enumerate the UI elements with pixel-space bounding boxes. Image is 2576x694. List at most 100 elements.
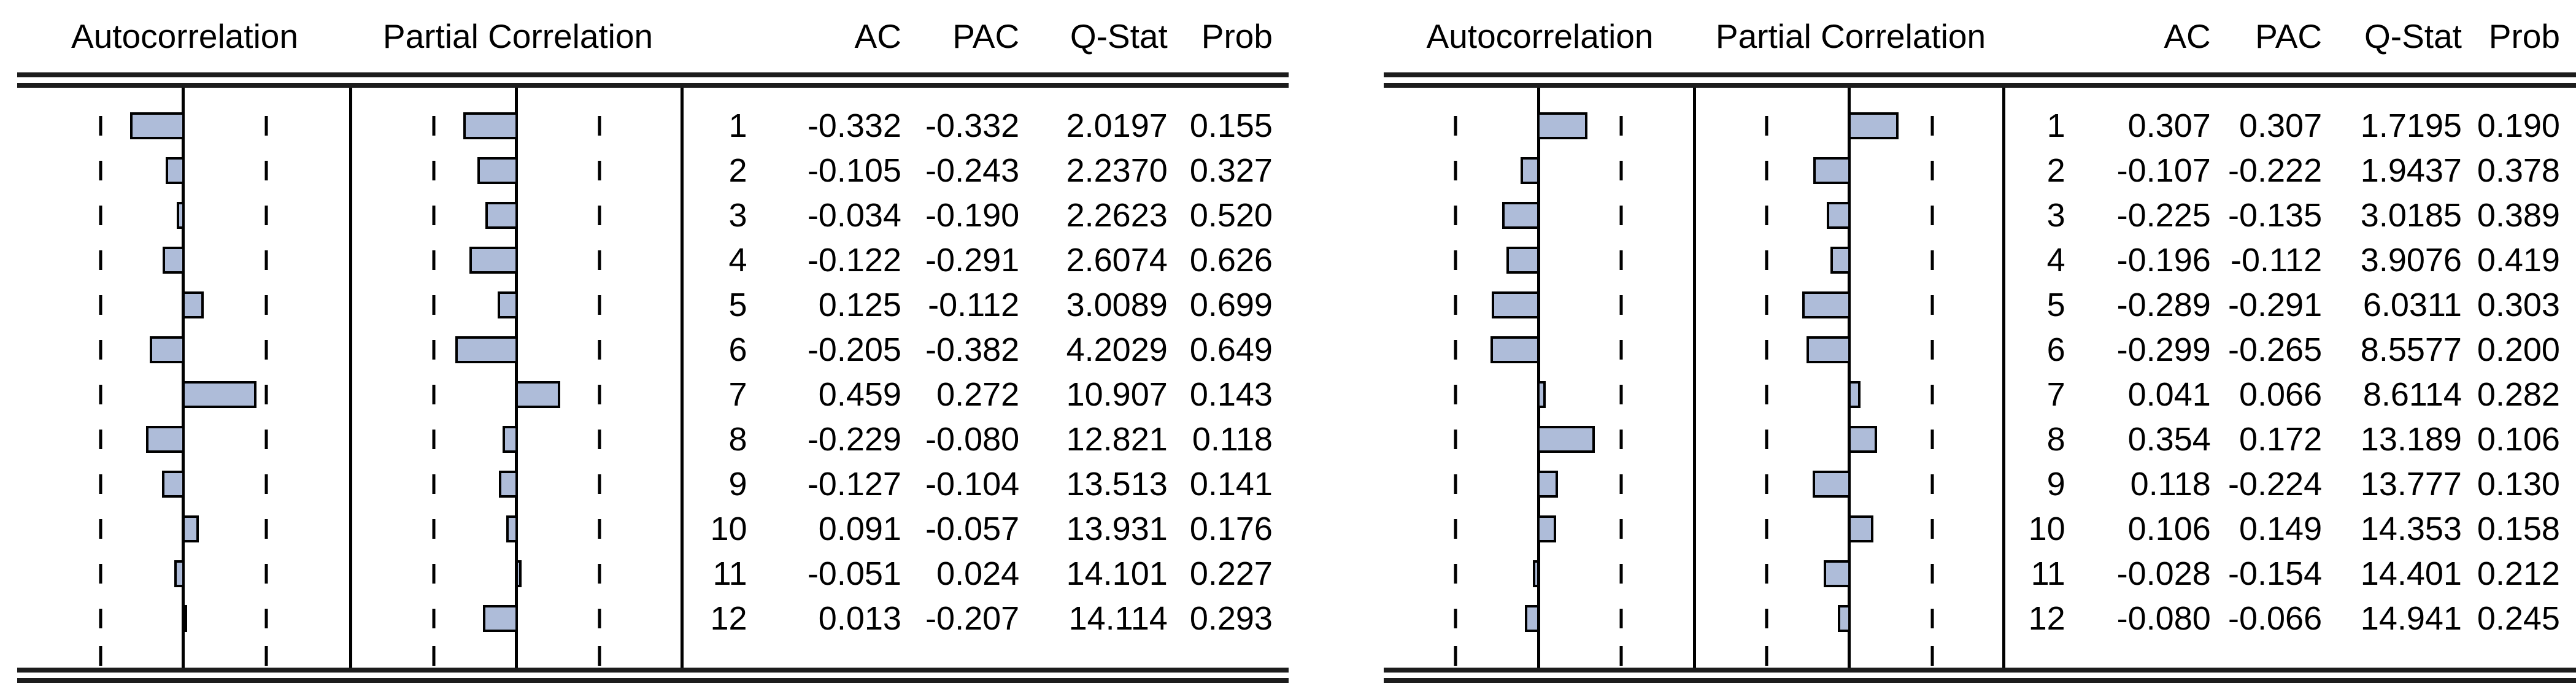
chart-row — [1384, 327, 1693, 372]
chart-row-stub — [1696, 641, 2002, 668]
confidence-band-dash-right — [598, 429, 601, 449]
ac-value: 0.307 — [2127, 107, 2211, 144]
prob-value: 0.303 — [2477, 286, 2560, 323]
chart-row — [1696, 237, 2002, 282]
correlation-bar — [1830, 246, 1851, 274]
autocorrelation-chart — [17, 88, 352, 668]
chart-row — [352, 372, 681, 417]
ac-value: -0.105 — [807, 152, 901, 189]
confidence-band-dash-left — [99, 519, 102, 539]
chart-row — [352, 596, 681, 641]
table-row: 5 -0.289 -0.291 6.0311 0.303 — [2005, 282, 2576, 327]
correlogram-panel-left: Autocorrelation Partial Correlation AC P… — [17, 0, 1289, 683]
correlation-bar — [1537, 515, 1557, 542]
ac-value: -0.034 — [807, 196, 901, 234]
prob-value: 0.143 — [1189, 376, 1273, 413]
confidence-band-dash-right — [598, 608, 601, 628]
ac-value: -0.127 — [807, 465, 901, 503]
prob-value: 0.378 — [2477, 152, 2560, 189]
chart-row — [1696, 103, 2002, 148]
confidence-band-dash-left — [1765, 250, 1768, 270]
confidence-band-dash-left — [1454, 563, 1457, 584]
q-stat-column-header: Q-Stat — [1070, 17, 1168, 55]
correlation-bar — [1848, 112, 1899, 139]
confidence-band-dash-right — [1930, 474, 1934, 494]
confidence-band-dash-left — [432, 295, 435, 315]
confidence-band-dash-left — [1765, 474, 1768, 494]
q_stat-value: 4.2029 — [1066, 331, 1168, 368]
correlation-bar — [150, 336, 185, 363]
chart-row — [1384, 461, 1693, 506]
confidence-band-dash-right — [264, 250, 268, 270]
confidence-band-dash-left — [99, 384, 102, 404]
confidence-band-dash-left — [1454, 384, 1457, 404]
correlation-bar — [469, 246, 518, 274]
confidence-band-dash-left — [99, 608, 102, 628]
confidence-band-dash-left — [1454, 205, 1457, 225]
confidence-band-dash-right — [598, 160, 601, 180]
panel-body: 1 0.307 0.307 1.7195 0.190 2 -0.107 -0.222 1.943… — [1384, 88, 2576, 668]
confidence-band-dash-right — [1930, 429, 1934, 449]
pac-value: -0.291 — [2228, 286, 2323, 323]
correlation-bar — [503, 425, 518, 453]
pac-value: 0.066 — [2239, 376, 2323, 413]
pac-value: -0.154 — [2228, 555, 2323, 592]
double-rule-top — [1384, 72, 2576, 88]
confidence-band-dash-left — [1454, 474, 1457, 494]
correlation-bar — [1802, 291, 1851, 318]
chart-row — [352, 148, 681, 193]
prob-value: 0.327 — [1189, 152, 1273, 189]
correlation-bar — [1837, 604, 1851, 632]
confidence-band-dash-right — [1930, 646, 1934, 666]
confidence-band-dash-left — [99, 205, 102, 225]
chart-row — [17, 372, 349, 417]
confidence-band-dash-right — [1619, 563, 1623, 584]
partial-correlation-chart — [1696, 88, 2005, 668]
pac-value: -0.224 — [2228, 465, 2323, 503]
prob-column-header: Prob — [1201, 17, 1273, 55]
confidence-band-dash-left — [99, 646, 102, 666]
correlation-bar — [1813, 470, 1851, 498]
q_stat-value: 13.931 — [1066, 510, 1168, 547]
lag-value: 10 — [2028, 510, 2065, 547]
confidence-band-dash-right — [1930, 115, 1934, 136]
q_stat-value: 3.9076 — [2360, 241, 2462, 279]
chart-row — [1384, 417, 1693, 461]
pac-value: -0.332 — [925, 107, 1020, 144]
lag-value: 9 — [2046, 465, 2065, 503]
confidence-band-dash-right — [598, 384, 601, 404]
prob-value: 0.699 — [1189, 286, 1273, 323]
autocorrelation-header: Autocorrelation — [1426, 17, 1654, 55]
correlation-bar — [1532, 560, 1540, 587]
confidence-band-dash-left — [432, 115, 435, 136]
confidence-band-dash-right — [264, 384, 268, 404]
lag-value: 1 — [2046, 107, 2065, 144]
confidence-band-dash-left — [1765, 384, 1768, 404]
confidence-band-dash-left — [432, 339, 435, 360]
zero-axis-line — [1537, 88, 1540, 668]
table-row: 4 -0.196 -0.112 3.9076 0.419 — [2005, 237, 2576, 282]
chart-rows — [352, 88, 681, 668]
pac-value: -0.066 — [2228, 600, 2323, 637]
confidence-band-dash-right — [1619, 646, 1623, 666]
ac-value: 0.125 — [818, 286, 901, 323]
double-rule-bottom — [1384, 668, 2576, 683]
chart-row — [352, 237, 681, 282]
confidence-band-dash-right — [264, 429, 268, 449]
table-row: 12 0.013 -0.207 14.114 0.293 — [684, 596, 1289, 641]
partial-correlation-header: Partial Correlation — [1715, 17, 1986, 55]
confidence-band-dash-right — [1619, 160, 1623, 180]
lag-value: 7 — [2046, 376, 2065, 413]
confidence-band-dash-left — [1765, 205, 1768, 225]
table-row: 2 -0.107 -0.222 1.9437 0.378 — [2005, 148, 2576, 193]
pac-column-header: PAC — [2255, 17, 2323, 55]
q_stat-value: 1.9437 — [2360, 152, 2462, 189]
lag-value: 8 — [2046, 420, 2065, 458]
correlation-bar — [1490, 336, 1540, 363]
ac-value: -0.028 — [2116, 555, 2211, 592]
prob-value: 0.389 — [2477, 196, 2560, 234]
chart-row — [1696, 282, 2002, 327]
correlation-bar — [1506, 246, 1540, 274]
table-header: AC PAC Q-Stat Prob — [684, 17, 1289, 56]
partial-correlation-chart — [352, 88, 684, 668]
